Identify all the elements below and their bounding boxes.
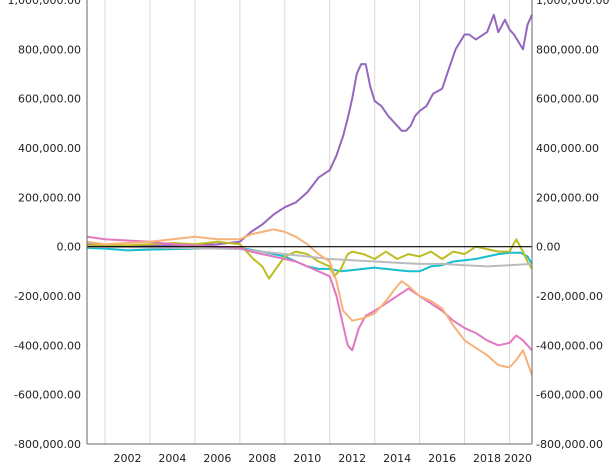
axes bbox=[86, 0, 533, 445]
y-tick-label-right: -400,000.00 bbox=[536, 339, 603, 352]
y-tick-label-right: 800,000.00 bbox=[536, 43, 599, 56]
y-tick-label-left: 200,000.00 bbox=[18, 191, 81, 204]
x-tick-label: 2006 bbox=[203, 452, 231, 465]
y-tick-label-left: 600,000.00 bbox=[18, 93, 81, 106]
y-tick-label-left: 0.00 bbox=[57, 241, 82, 254]
x-tick-label: 2008 bbox=[248, 452, 276, 465]
y-tick-label-left: -400,000.00 bbox=[14, 339, 81, 352]
series-line-1 bbox=[86, 13, 533, 247]
series-line-3 bbox=[86, 238, 533, 280]
y-tick-label-left: -800,000.00 bbox=[14, 438, 81, 451]
y-tick-label-right: -800,000.00 bbox=[536, 438, 603, 451]
y-tick-label-right: 400,000.00 bbox=[536, 142, 599, 155]
x-tick-label: 2004 bbox=[158, 452, 186, 465]
x-tick-label: 2014 bbox=[383, 452, 411, 465]
y-tick-label-right: 0.00 bbox=[536, 241, 561, 254]
series-line-6 bbox=[86, 228, 533, 376]
y-tick-label-right: 200,000.00 bbox=[536, 191, 599, 204]
y-tick-label-left: -200,000.00 bbox=[14, 290, 81, 303]
y-tick-label-right: -200,000.00 bbox=[536, 290, 603, 303]
x-tick-label: 2010 bbox=[293, 452, 321, 465]
series-line-4 bbox=[86, 245, 533, 268]
series-lines bbox=[86, 13, 533, 376]
y-tick-label-left: 400,000.00 bbox=[18, 142, 81, 155]
y-tick-label-right: 600,000.00 bbox=[536, 93, 599, 106]
gridlines bbox=[104, 0, 511, 444]
x-tick-label: 2012 bbox=[338, 452, 366, 465]
y-tick-label-left: -600,000.00 bbox=[14, 389, 81, 402]
x-tick-label: 2002 bbox=[113, 452, 141, 465]
y-tick-label-right: -600,000.00 bbox=[536, 389, 603, 402]
x-tick-label: 2016 bbox=[428, 452, 456, 465]
x-tick-label: 2020 bbox=[504, 452, 532, 465]
y-tick-label-left: 1,000,000.00 bbox=[8, 0, 81, 7]
x-tick-label: 2018 bbox=[473, 452, 501, 465]
tick-labels: -800,000.00 -800,000.00 -600,000.00 -600,00… bbox=[8, 0, 610, 465]
y-tick-label-right: 1,000,000.00 bbox=[536, 0, 609, 7]
y-tick-label-left: 800,000.00 bbox=[18, 43, 81, 56]
